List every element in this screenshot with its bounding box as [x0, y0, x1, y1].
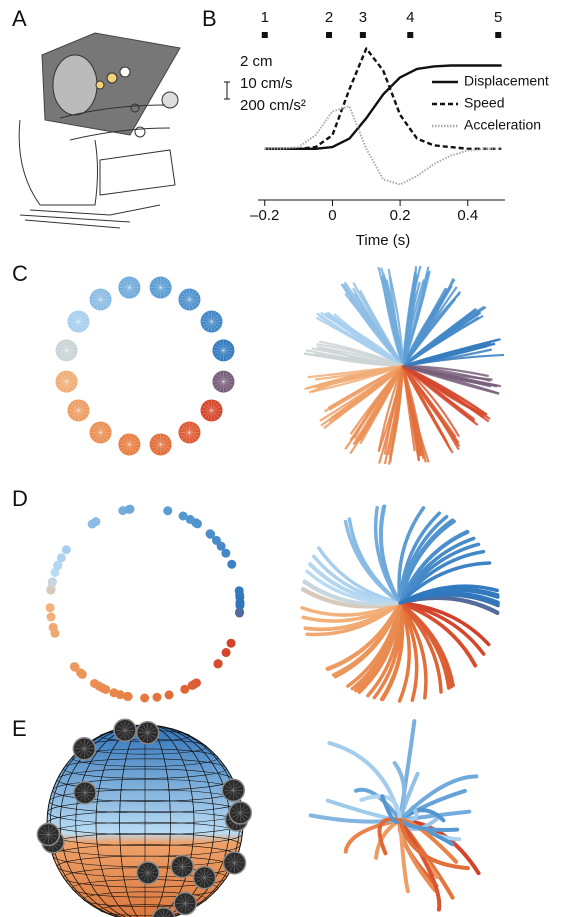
scale-bar — [224, 82, 230, 99]
target-dot — [163, 506, 172, 515]
panel-label: D — [12, 486, 28, 511]
target-dot — [62, 545, 71, 554]
scale-label: 200 cm/s² — [240, 97, 306, 114]
target-dot — [214, 659, 223, 668]
monkey-sketch — [19, 33, 180, 228]
target-dot — [235, 586, 244, 595]
event-label: 2 — [325, 9, 333, 26]
panel-label: E — [12, 716, 27, 741]
event-marker — [326, 32, 332, 38]
target-dot — [179, 511, 188, 520]
target-dot — [165, 690, 174, 699]
target-dot — [91, 517, 100, 526]
target-dot — [48, 578, 57, 587]
target-dot — [71, 663, 80, 672]
target-dot — [53, 561, 62, 570]
x-tick-label: 0.4 — [457, 207, 478, 224]
target-dot — [78, 670, 87, 679]
x-tick-label: 0 — [328, 207, 336, 224]
figure: A B C D E –0.2 0 0.2 0.4 Time (s) 1 2 3 4 5 2 cm 10… — [0, 0, 568, 917]
event-label: 1 — [261, 9, 269, 26]
scale-label: 2 cm — [240, 53, 273, 70]
scale-label: 10 cm/s — [240, 75, 293, 92]
x-tick-label: 0.2 — [390, 207, 411, 224]
target-dot — [140, 693, 149, 702]
panel-label: C — [12, 261, 28, 286]
event-marker — [407, 32, 413, 38]
event-label: 3 — [359, 9, 367, 26]
event-marker — [262, 32, 268, 38]
event-marker — [495, 32, 501, 38]
target-dot — [222, 648, 231, 657]
illustrations — [37, 266, 504, 917]
target-dot — [217, 542, 226, 551]
legend-label: Acceleration — [464, 117, 541, 133]
event-marker — [360, 32, 366, 38]
x-tick-label: –0.2 — [250, 207, 279, 224]
legend-label: Speed — [464, 95, 504, 111]
event-label: 4 — [406, 9, 414, 26]
target-dot — [123, 692, 132, 701]
event-label: 5 — [494, 9, 502, 26]
panel-label: B — [202, 6, 217, 31]
target-dot — [46, 603, 55, 612]
trajectory — [376, 508, 400, 603]
target-dot — [49, 623, 58, 632]
target-dot — [98, 683, 107, 692]
target-dot — [109, 688, 118, 697]
target-dot — [152, 693, 161, 702]
target-dot — [227, 560, 236, 569]
target-dot — [227, 639, 236, 648]
target-dot — [235, 598, 244, 607]
target-dot — [192, 678, 201, 687]
target-dot — [206, 529, 215, 538]
target-dot — [126, 505, 135, 514]
panel-label: A — [12, 6, 27, 31]
target-dot — [47, 612, 56, 621]
x-axis-label: Time (s) — [356, 232, 410, 249]
legend-label: Displacement — [464, 73, 549, 89]
